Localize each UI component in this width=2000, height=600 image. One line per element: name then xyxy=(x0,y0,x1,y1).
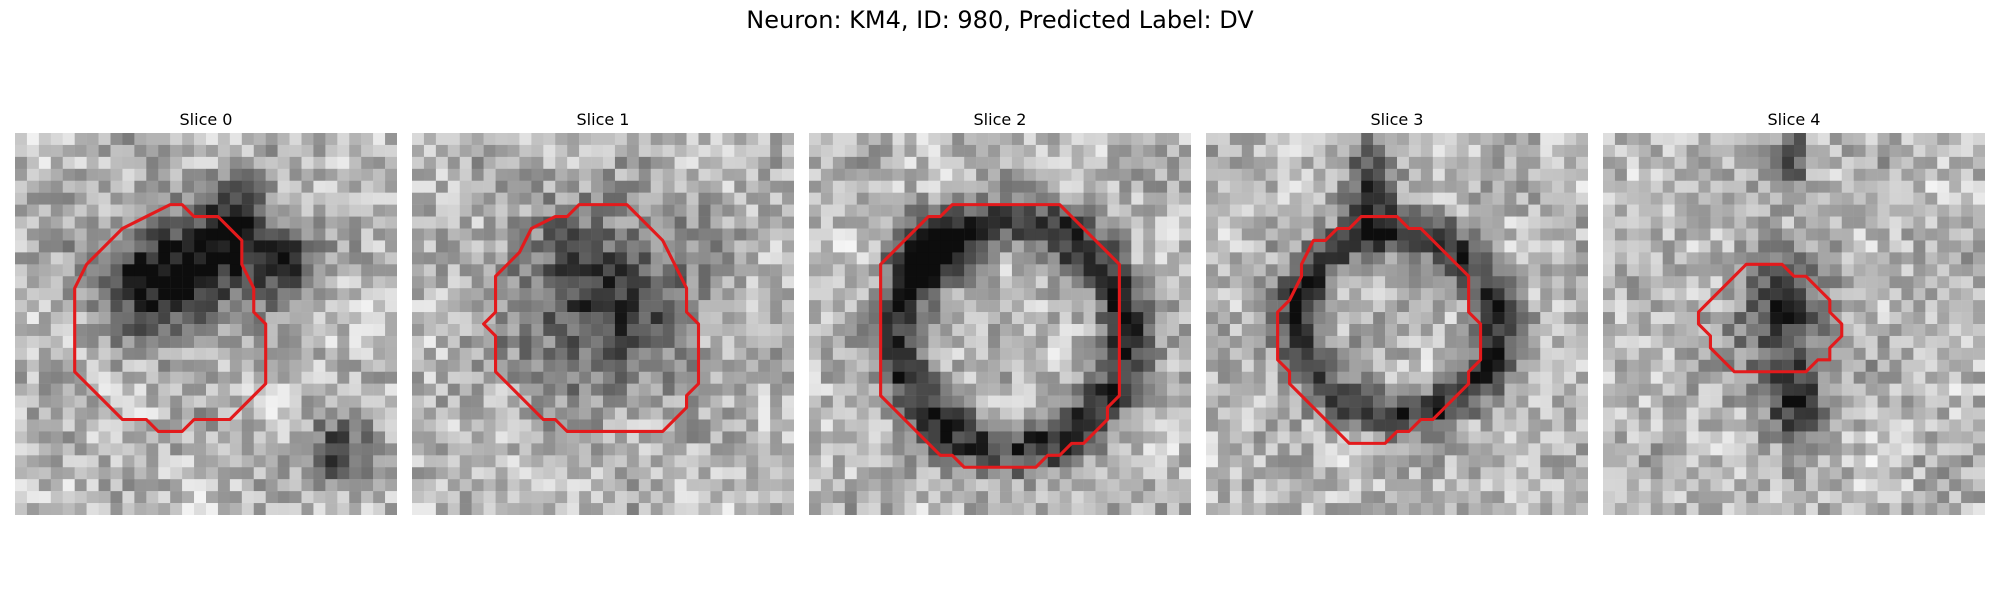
slice-image-2 xyxy=(809,133,1191,515)
segmentation-contour-2 xyxy=(879,203,1121,469)
segmentation-contour-3 xyxy=(1276,215,1483,445)
slice-panel-0: Slice 0 xyxy=(15,108,397,515)
segmentation-contour-4 xyxy=(1696,262,1844,374)
slice-title-0: Slice 0 xyxy=(179,110,233,129)
slice-panel-1: Slice 1 xyxy=(412,108,794,515)
slice-title-1: Slice 1 xyxy=(576,110,630,129)
segmentation-contour-1 xyxy=(482,203,701,433)
slice-panel-3: Slice 3 xyxy=(1206,108,1588,515)
slice-title-3: Slice 3 xyxy=(1370,110,1424,129)
slice-title-2: Slice 2 xyxy=(973,110,1027,129)
slice-image-1 xyxy=(412,133,794,515)
segmentation-contour-0 xyxy=(73,203,268,433)
slice-title-4: Slice 4 xyxy=(1767,110,1821,129)
slice-panel-4: Slice 4 xyxy=(1603,108,1985,515)
slice-image-3 xyxy=(1206,133,1588,515)
slice-image-0 xyxy=(15,133,397,515)
figure-title: Neuron: KM4, ID: 980, Predicted Label: D… xyxy=(746,6,1254,34)
slice-image-4 xyxy=(1603,133,1985,515)
slice-panel-2: Slice 2 xyxy=(809,108,1191,515)
